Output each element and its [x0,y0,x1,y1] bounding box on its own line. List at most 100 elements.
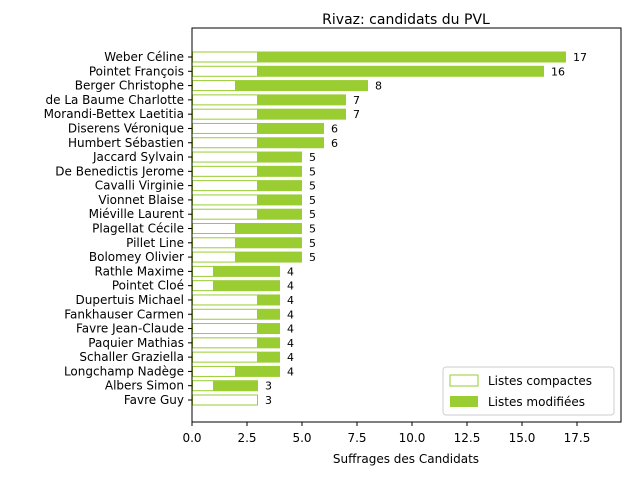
bar-compact [192,137,258,149]
chart-title: Rivaz: candidats du PVL [322,12,490,28]
bar-modified [258,151,302,163]
y-tick-label: Diserens Véronique [68,121,184,135]
x-tick-label: 17.5 [564,431,591,445]
value-label: 5 [309,151,316,164]
y-tick-label: Vionnet Blaise [98,193,184,207]
bar-compact [192,323,258,335]
y-tick-label: de La Baume Charlotte [46,93,185,107]
bar-modified [258,308,280,320]
legend-label-modified: Listes modifiées [488,395,585,409]
value-label: 4 [287,308,294,321]
bar-modified [258,337,280,349]
bar-modified [258,323,280,335]
value-label: 3 [265,380,272,393]
x-axis-label: Suffrages des Candidats [333,452,479,466]
bar-modified [236,80,368,92]
bar-compact [192,251,236,263]
x-tick-label: 10.0 [399,431,426,445]
bar-compact [192,94,258,106]
value-label: 7 [353,108,360,121]
bar-modified [258,122,324,134]
y-tick-label: Rathle Maxime [95,264,184,278]
y-tick-label: Favre Guy [124,393,184,407]
y-tick-label: Humbert Sébastien [68,136,184,150]
bar-compact [192,165,258,177]
bar-modified [236,365,280,377]
bar-compact [192,280,214,292]
y-tick-label: De Benedictis Jerome [55,164,184,178]
value-label: 5 [309,180,316,193]
bar-modified [258,65,544,77]
bar-modified [236,251,302,263]
bar-modified [214,380,258,392]
y-tick-label: Longchamp Nadège [64,364,184,378]
bar-compact [192,337,258,349]
bar-compact [192,180,258,192]
y-tick-label: Paquier Mathias [88,336,184,350]
bar-modified [258,180,302,192]
value-label: 17 [573,51,587,64]
bar-compact [192,294,258,306]
legend-swatch-modified [450,396,478,407]
bar-modified [258,108,346,120]
y-tick-label: Miéville Laurent [89,207,185,221]
bar-modified [258,137,324,149]
bars-group [192,51,566,406]
x-tick-label: 5.0 [292,431,311,445]
value-label: 4 [287,280,294,293]
y-tick-label: Weber Céline [104,50,184,64]
bar-compact [192,365,236,377]
bar-compact [192,51,258,63]
y-tick-label: Dupertuis Michael [76,293,184,307]
bar-compact [192,80,236,92]
value-label: 4 [287,337,294,350]
y-tick-label: Schaller Graziella [79,350,184,364]
value-label: 5 [309,194,316,207]
x-tick-label: 2.5 [237,431,256,445]
y-tick-label: Pointet François [89,64,184,78]
bar-modified [258,194,302,206]
legend-label-compact: Listes compactes [488,374,592,388]
y-tick-label: Fankhauser Carmen [64,307,184,321]
bar-modified [236,223,302,234]
bar-modified [214,280,280,292]
bar-compact [192,108,258,120]
value-label: 5 [309,208,316,221]
y-tick-label: Jaccard Sylvain [92,150,184,164]
y-tick-label: Berger Christophe [75,79,184,93]
value-label: 6 [331,122,338,135]
x-tick-label: 0.0 [182,431,201,445]
y-tick-label: Morandi-Bettex Laetitia [44,107,184,121]
value-label: 3 [265,394,272,407]
bar-modified [236,237,302,249]
y-tick-label: Bolomey Olivier [89,250,184,264]
value-label: 4 [287,351,294,364]
y-tick-label: Pillet Line [126,236,184,250]
value-label: 6 [331,137,338,150]
bar-compact [192,223,236,234]
legend-swatch-compact [449,374,479,387]
x-tick-label: 7.5 [347,431,366,445]
value-label: 7 [353,94,360,107]
value-label: 4 [287,323,294,336]
y-tick-label: Albers Simon [105,379,184,393]
y-tick-label: Plagellat Cécile [92,222,184,236]
bar-compact [192,122,258,134]
bar-compact [192,151,258,163]
y-tick-label: Favre Jean-Claude [76,322,184,336]
value-label: 5 [309,165,316,178]
y-tick-label: Cavalli Virginie [95,179,184,193]
bar-compact [192,380,214,392]
y-tick-label: Pointet Cloé [112,279,184,293]
bar-modified [258,51,566,63]
value-label: 8 [375,80,382,93]
x-ticks: 0.0 2.5 5.0 7.5 10.0 12.5 15.0 17.5 [182,422,590,445]
x-tick-label: 15.0 [509,431,536,445]
legend-box [442,366,615,416]
bar-compact [192,394,258,406]
bar-compact [192,65,258,77]
bar-compact [192,351,258,363]
value-label: 5 [309,223,316,236]
